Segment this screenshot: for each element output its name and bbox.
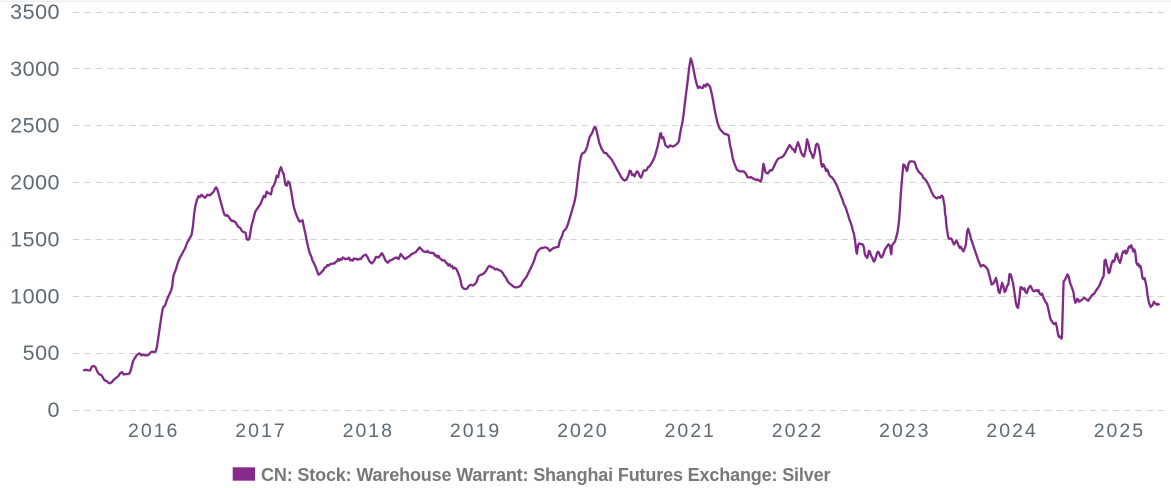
svg-text:3500: 3500 bbox=[10, 0, 60, 24]
svg-text:500: 500 bbox=[23, 341, 60, 365]
svg-text:2023: 2023 bbox=[879, 420, 930, 442]
svg-text:0: 0 bbox=[48, 398, 60, 422]
svg-text:2500: 2500 bbox=[10, 114, 60, 138]
svg-text:2017: 2017 bbox=[235, 420, 286, 442]
svg-text:2024: 2024 bbox=[986, 420, 1037, 442]
svg-text:1500: 1500 bbox=[10, 227, 60, 251]
svg-text:1000: 1000 bbox=[10, 284, 60, 308]
svg-text:2019: 2019 bbox=[450, 420, 501, 442]
svg-text:2000: 2000 bbox=[10, 171, 60, 195]
svg-text:2025: 2025 bbox=[1094, 420, 1145, 442]
svg-text:3000: 3000 bbox=[10, 57, 60, 81]
svg-text:2022: 2022 bbox=[772, 420, 823, 442]
svg-text:2016: 2016 bbox=[128, 420, 179, 442]
svg-text:2020: 2020 bbox=[557, 420, 608, 442]
svg-text:2018: 2018 bbox=[343, 420, 394, 442]
svg-text:CN: Stock: Warehouse Warrant:: CN: Stock: Warehouse Warrant: Shanghai F… bbox=[261, 465, 830, 485]
svg-text:2021: 2021 bbox=[665, 420, 716, 442]
